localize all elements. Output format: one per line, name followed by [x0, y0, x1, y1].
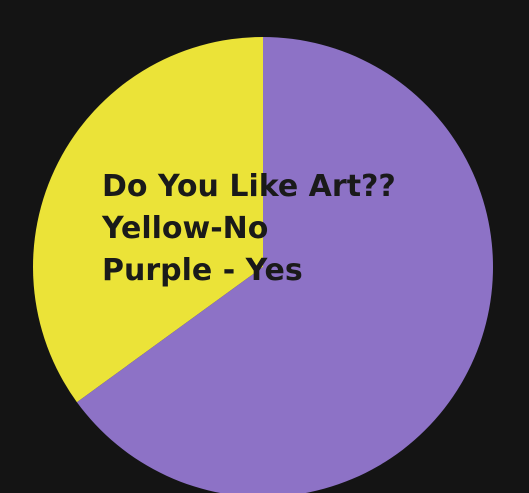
pie-slice-yes: [76, 37, 493, 493]
legend-entry-yes: Purple - Yes: [102, 253, 303, 288]
chart-title: Do You Like Art??: [102, 169, 396, 204]
pie-slice-no: [33, 37, 263, 403]
pie-slices: [33, 37, 493, 493]
legend-entry-no: Yellow-No: [101, 211, 268, 246]
